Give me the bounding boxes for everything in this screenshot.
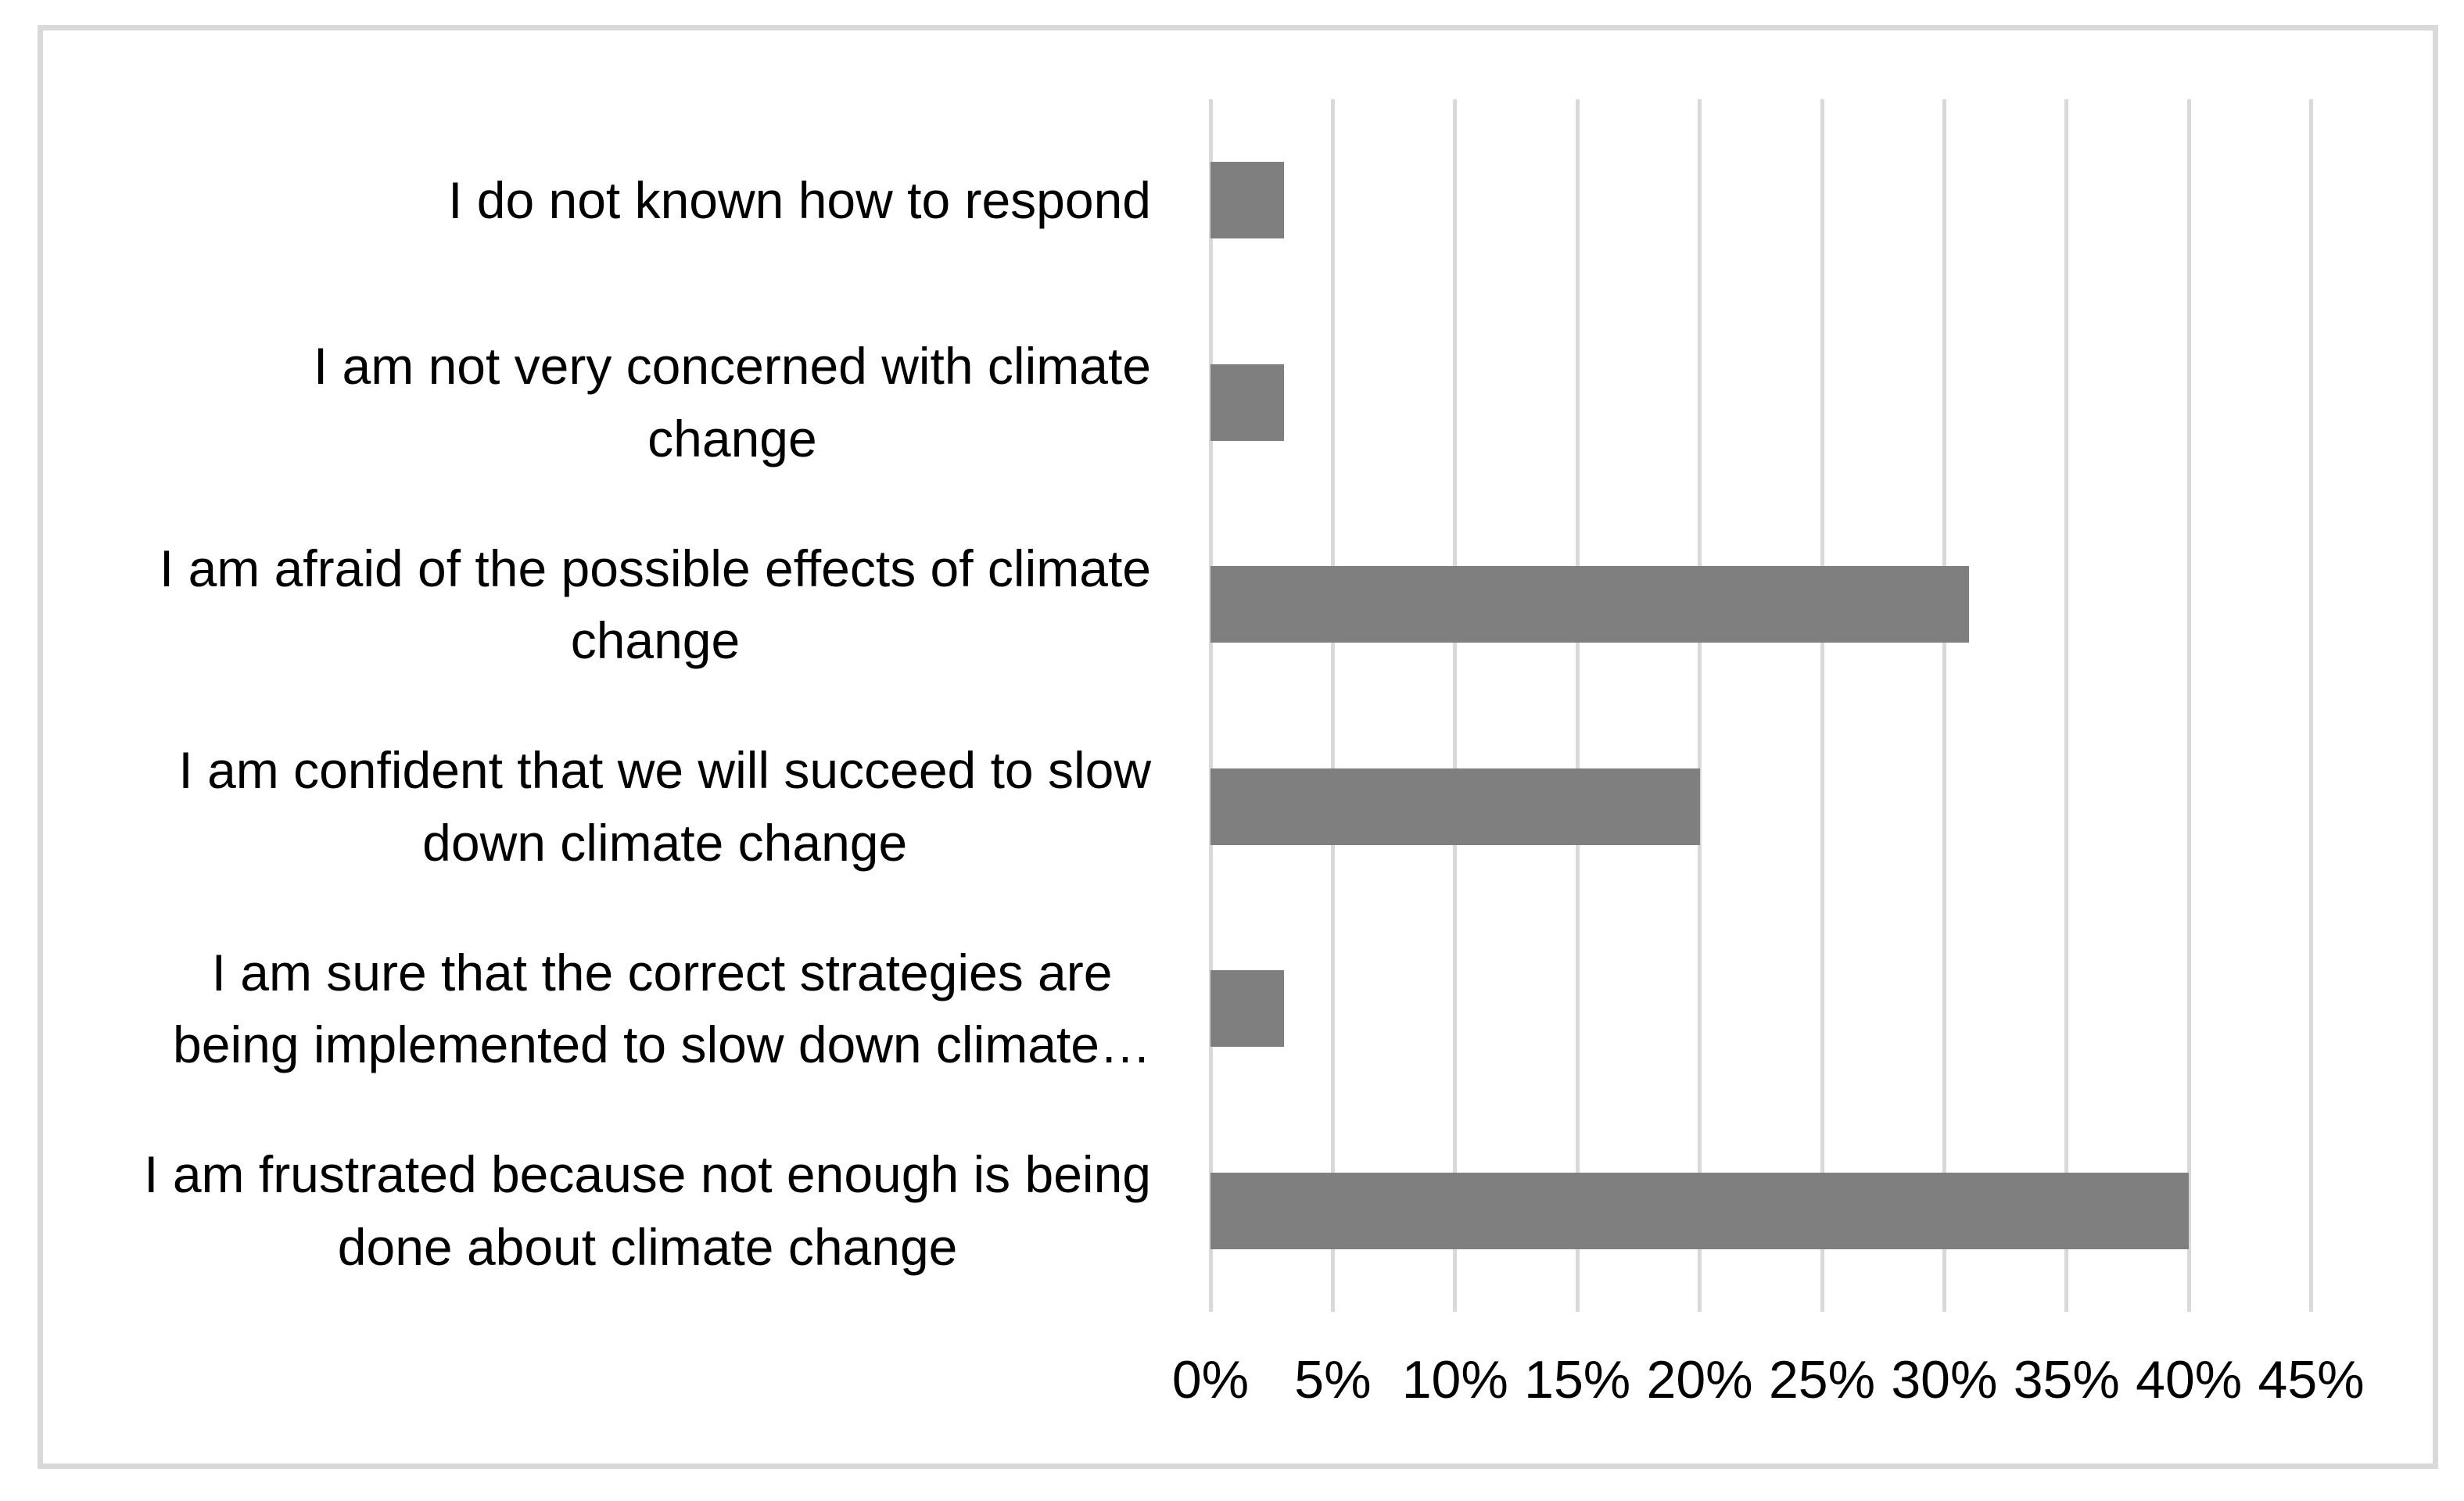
gridline-30 — [1942, 99, 1946, 1312]
x-tick-label: 20% — [1646, 1350, 1753, 1410]
gridline-10 — [1453, 99, 1458, 1312]
category-row: I am afraid of the possible effects of c… — [63, 503, 1151, 706]
gridline-40 — [2186, 99, 2191, 1312]
gridline-5 — [1330, 99, 1335, 1312]
bar — [1210, 970, 1284, 1048]
bar — [1210, 364, 1284, 441]
x-tick-label: 30% — [1891, 1350, 1998, 1410]
x-tick-label: 35% — [2013, 1350, 2120, 1410]
category-row: I do not known how to respond — [63, 99, 1151, 302]
gridline-25 — [1820, 99, 1824, 1312]
category-label: I do not known how to respond — [448, 171, 1151, 230]
category-row: I am sure that the correct strategies ar… — [63, 908, 1151, 1110]
x-tick-label: 25% — [1768, 1350, 1876, 1410]
category-label: I am afraid of the possible effects of c… — [159, 539, 1151, 670]
category-label: I am frustrated because not enough is be… — [144, 1145, 1151, 1276]
category-row: I am frustrated because not enough is be… — [63, 1110, 1151, 1313]
x-tick-label: 40% — [2136, 1350, 2243, 1410]
category-label: I am not very concerned with climate cha… — [313, 337, 1151, 467]
bar — [1210, 768, 1700, 845]
category-row: I am not very concerned with climate cha… — [63, 302, 1151, 504]
gridline-20 — [1698, 99, 1702, 1312]
x-tick-label: 15% — [1524, 1350, 1631, 1410]
gridline-0 — [1208, 99, 1213, 1312]
gridline-35 — [2064, 99, 2069, 1312]
category-label: I am confident that we will succeed to s… — [178, 741, 1151, 872]
x-tick-label: 0% — [1171, 1350, 1250, 1410]
category-label: I am sure that the correct strategies ar… — [173, 943, 1151, 1074]
gridline-45 — [2309, 99, 2314, 1312]
x-tick-label: 45% — [2258, 1350, 2365, 1410]
bar — [1210, 1172, 2190, 1249]
category-row: I am confident that we will succeed to s… — [63, 706, 1151, 908]
bar — [1210, 162, 1284, 239]
bar — [1210, 566, 1969, 643]
gridline-15 — [1575, 99, 1580, 1312]
x-tick-label: 5% — [1294, 1350, 1372, 1410]
x-tick-label: 10% — [1401, 1350, 1508, 1410]
